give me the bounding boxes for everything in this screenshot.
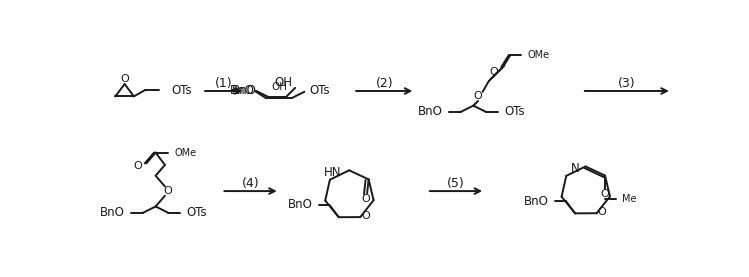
- Text: BnO: BnO: [230, 84, 255, 98]
- Text: O: O: [361, 211, 370, 220]
- Text: BnO: BnO: [524, 194, 549, 207]
- Text: (5): (5): [447, 177, 465, 190]
- Text: (2): (2): [375, 77, 393, 90]
- Text: O: O: [133, 161, 142, 171]
- Text: BnO: BnO: [417, 105, 443, 118]
- Text: OMe: OMe: [527, 50, 550, 60]
- Text: O: O: [121, 75, 129, 84]
- Text: O: O: [473, 91, 482, 101]
- Text: OTs: OTs: [309, 84, 330, 97]
- Text: OH: OH: [272, 82, 288, 92]
- Text: O: O: [361, 194, 370, 204]
- Text: (1): (1): [215, 77, 233, 90]
- Text: Me: Me: [622, 194, 637, 204]
- Text: O: O: [598, 207, 607, 217]
- Text: OTs: OTs: [504, 105, 525, 118]
- Text: O: O: [163, 186, 172, 196]
- Text: (3): (3): [618, 77, 636, 90]
- Text: BnO: BnO: [100, 206, 124, 219]
- Text: OTs: OTs: [171, 84, 192, 97]
- Text: (4): (4): [242, 177, 259, 190]
- Text: O: O: [601, 189, 610, 199]
- Text: BnO: BnO: [231, 84, 256, 98]
- Text: HN: HN: [324, 166, 342, 179]
- Text: OMe: OMe: [175, 148, 196, 158]
- Text: OH: OH: [274, 76, 293, 89]
- Text: BnO: BnO: [288, 198, 312, 211]
- Text: N: N: [571, 162, 580, 175]
- Text: O: O: [489, 67, 498, 77]
- Text: OTs: OTs: [187, 206, 207, 219]
